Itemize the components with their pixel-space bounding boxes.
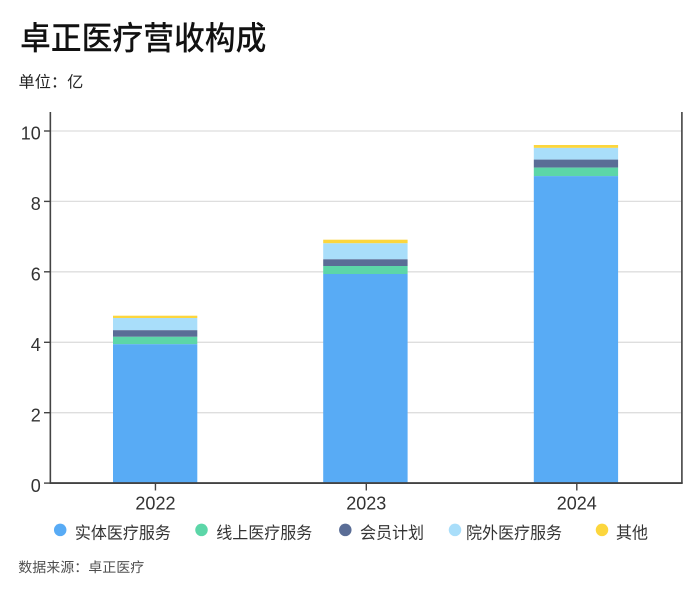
svg-text:6: 6 bbox=[31, 265, 41, 285]
svg-text:2023: 2023 bbox=[346, 493, 386, 513]
svg-text:4: 4 bbox=[31, 335, 41, 355]
svg-text:2: 2 bbox=[31, 405, 41, 425]
svg-text:10: 10 bbox=[21, 124, 41, 144]
svg-text:2022: 2022 bbox=[135, 493, 175, 513]
svg-text:8: 8 bbox=[31, 194, 41, 214]
svg-text:0: 0 bbox=[31, 476, 41, 496]
svg-text:2024: 2024 bbox=[557, 493, 597, 513]
